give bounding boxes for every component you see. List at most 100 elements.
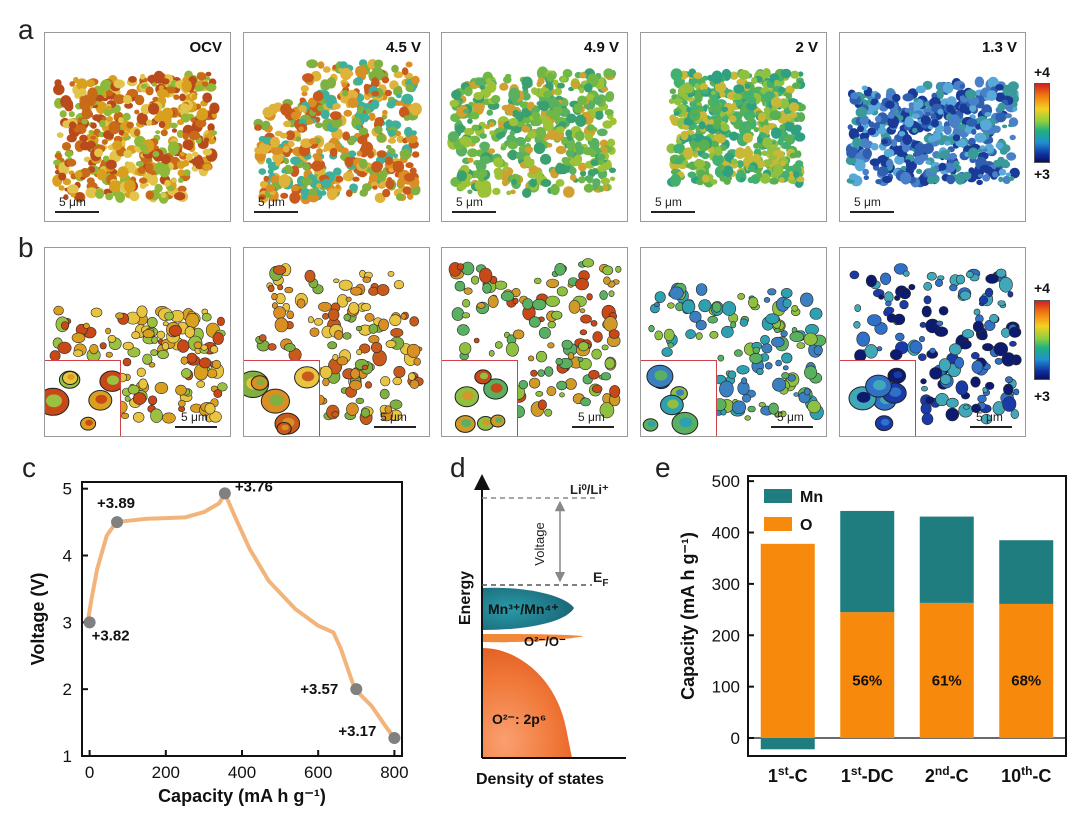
particle (359, 112, 370, 123)
particle (592, 95, 603, 105)
particle (126, 88, 139, 98)
particle (790, 70, 800, 79)
particle (989, 313, 999, 324)
particle (889, 349, 903, 361)
particle (524, 158, 535, 168)
particle (306, 119, 314, 125)
particle (533, 277, 542, 285)
particle (467, 189, 473, 195)
particle (669, 114, 677, 123)
particle (888, 111, 895, 119)
particle (112, 140, 123, 151)
particle (959, 103, 968, 114)
particle (113, 94, 126, 105)
o-hole-band-label: O²⁻/O⁻ (524, 634, 566, 649)
particle (280, 192, 289, 199)
particle (583, 183, 594, 193)
particle (569, 174, 577, 181)
particle (143, 183, 149, 187)
particle (691, 135, 697, 139)
particle (713, 117, 722, 127)
particle (862, 148, 872, 160)
particle (543, 90, 553, 99)
particle (105, 351, 113, 358)
particle (53, 159, 62, 166)
particle (540, 153, 552, 165)
particle (667, 342, 675, 348)
particle (966, 118, 978, 127)
particle (298, 126, 304, 132)
particle (166, 86, 176, 94)
inset-particle-core (256, 378, 265, 386)
particle (969, 104, 977, 112)
category-label: 1st-DC (841, 764, 894, 786)
particle (797, 71, 804, 77)
particle (171, 178, 177, 183)
particle (56, 132, 64, 138)
particle (316, 183, 322, 189)
particle (371, 161, 383, 173)
particle (599, 290, 608, 301)
particle (476, 302, 486, 309)
particle (368, 323, 379, 334)
particle (447, 131, 459, 143)
particle (191, 93, 198, 101)
particle (349, 183, 358, 192)
particle (392, 377, 403, 386)
particle (132, 412, 145, 423)
particle (122, 357, 132, 367)
particle (772, 150, 780, 157)
particle (853, 321, 861, 329)
particle (361, 364, 369, 370)
particle (406, 343, 421, 358)
inset-particle-core (67, 374, 75, 380)
particle (333, 167, 342, 176)
particle (201, 81, 209, 87)
particle (791, 304, 799, 312)
particle (545, 295, 560, 307)
particle (184, 326, 195, 338)
particle (762, 137, 773, 149)
particle (128, 76, 137, 83)
particle (548, 102, 555, 109)
particle (60, 321, 69, 330)
y-tick-label: 5 (63, 480, 72, 499)
particle (382, 110, 388, 115)
particle (785, 85, 795, 94)
particle (978, 331, 988, 341)
particle (342, 332, 352, 340)
particle (298, 105, 307, 113)
particle (772, 164, 784, 176)
particle (365, 381, 373, 389)
particle (959, 290, 972, 301)
x-tick-label: 400 (228, 763, 256, 782)
particle (670, 173, 681, 187)
inset-particle-core (893, 371, 903, 379)
particle (213, 389, 223, 398)
particle (602, 184, 609, 191)
particle (779, 124, 786, 131)
particle (313, 318, 324, 326)
particle (140, 73, 146, 80)
category-suffix: -C (950, 766, 969, 786)
particle (731, 400, 747, 415)
particle (583, 111, 590, 118)
category-number: 1 (841, 766, 851, 786)
particle (863, 175, 869, 181)
particle (778, 86, 786, 93)
particle (850, 92, 859, 100)
particle (462, 299, 471, 308)
particle (565, 149, 575, 157)
particle (697, 106, 705, 112)
fermi-label: EF (593, 569, 608, 589)
particle (159, 164, 171, 178)
particle (794, 132, 806, 142)
particle (194, 84, 205, 92)
fermi-label-sub: F (602, 578, 608, 589)
particle (586, 293, 593, 301)
particle (115, 312, 124, 320)
particle (747, 405, 756, 413)
particle (381, 76, 390, 84)
particle (542, 120, 554, 132)
inset-particle-core (880, 418, 890, 426)
